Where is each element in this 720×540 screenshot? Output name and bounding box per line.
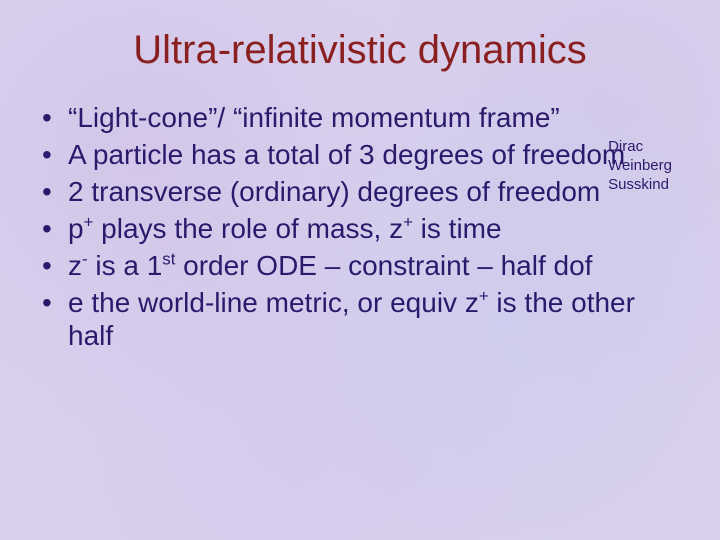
bullet-item: p+ plays the role of mass, z+ is time bbox=[40, 212, 680, 245]
superscript: + bbox=[479, 287, 489, 306]
bullet-text: 2 transverse (ordinary) degrees of freed… bbox=[68, 176, 600, 207]
bullet-text-part: p bbox=[68, 213, 84, 244]
bullet-list: “Light-cone”/ “infinite momentum frame” … bbox=[40, 101, 680, 352]
annotation-line: Susskind bbox=[608, 176, 672, 195]
bullet-item: e the world-line metric, or equiv z+ is … bbox=[40, 286, 680, 352]
bullet-text-part: e the world-line metric, or equiv z bbox=[68, 287, 479, 318]
bullet-text-part: order ODE – constraint – half dof bbox=[175, 250, 592, 281]
bullet-item: A particle has a total of 3 degrees of f… bbox=[40, 138, 680, 171]
superscript: + bbox=[84, 213, 94, 232]
annotation-box: Dirac Weinberg Susskind bbox=[608, 138, 672, 194]
superscript: + bbox=[403, 213, 413, 232]
bullet-item: 2 transverse (ordinary) degrees of freed… bbox=[40, 175, 680, 208]
superscript: st bbox=[162, 250, 175, 269]
bullet-text-part: is time bbox=[413, 213, 502, 244]
annotation-line: Dirac bbox=[608, 138, 672, 157]
bullet-text-part: is a 1 bbox=[88, 250, 163, 281]
bullet-item: “Light-cone”/ “infinite momentum frame” bbox=[40, 101, 680, 134]
bullet-text: “Light-cone”/ “infinite momentum frame” bbox=[68, 102, 560, 133]
slide-title: Ultra-relativistic dynamics bbox=[40, 28, 680, 73]
bullet-text: A particle has a total of 3 degrees of f… bbox=[68, 139, 625, 170]
bullet-text-part: z bbox=[68, 250, 82, 281]
bullet-item: z- is a 1st order ODE – constraint – hal… bbox=[40, 249, 680, 282]
annotation-line: Weinberg bbox=[608, 157, 672, 176]
bullet-text-part: plays the role of mass, z bbox=[93, 213, 403, 244]
